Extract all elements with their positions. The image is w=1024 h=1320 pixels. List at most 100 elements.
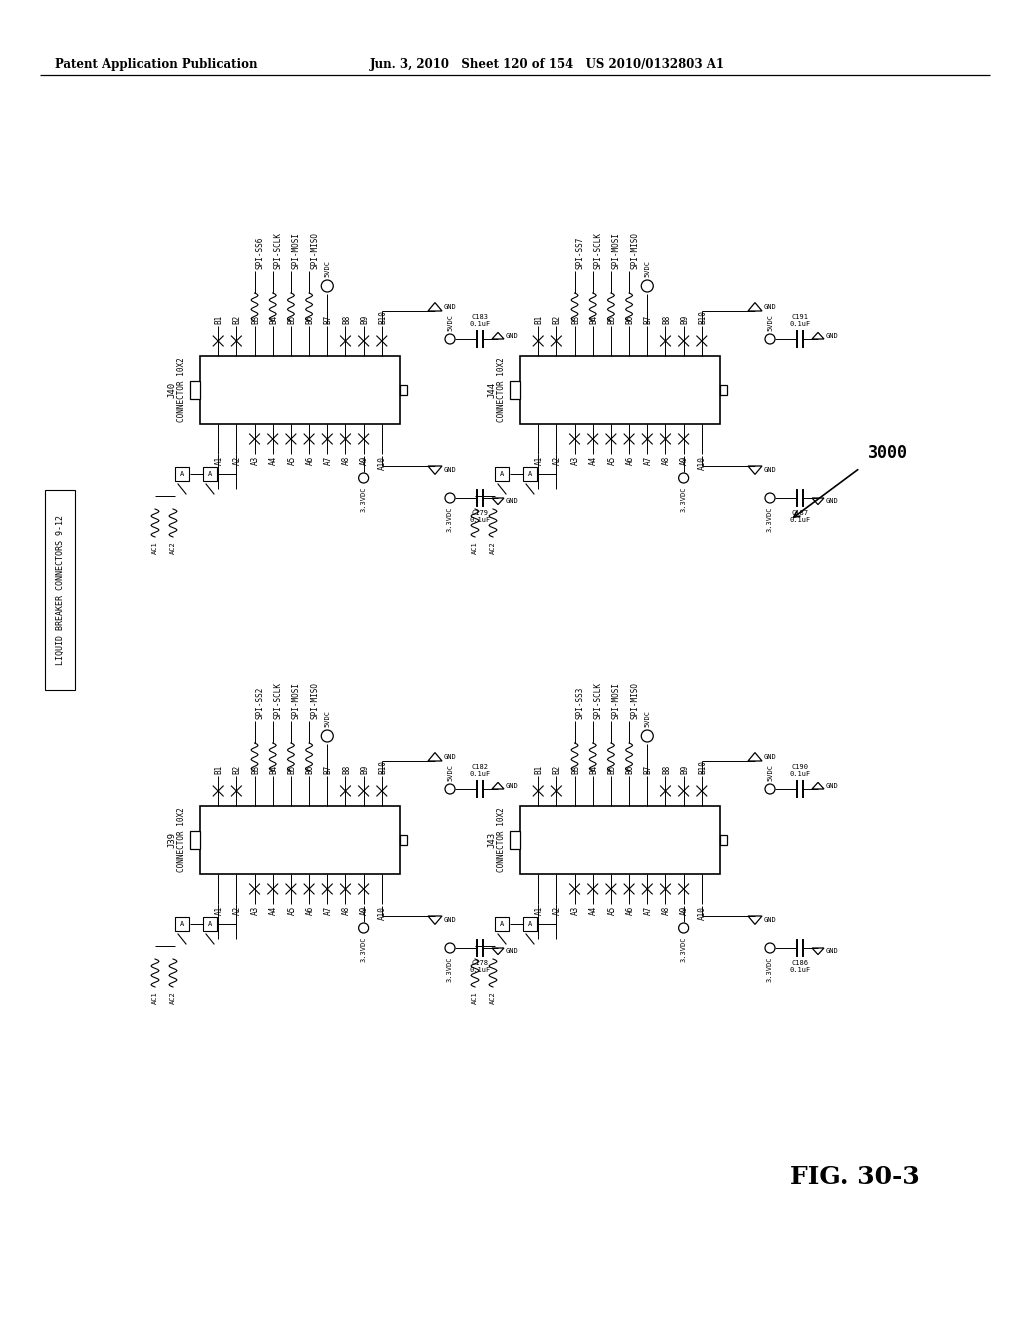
Text: 5VDC: 5VDC (325, 710, 331, 727)
Text: GND: GND (444, 304, 457, 310)
Text: J44: J44 (487, 381, 497, 399)
Text: A10: A10 (378, 455, 387, 470)
Text: GND: GND (506, 948, 519, 954)
Text: 3.3VDC: 3.3VDC (447, 506, 453, 532)
Text: GND: GND (764, 304, 777, 310)
Text: C187
0.1uF: C187 0.1uF (790, 510, 811, 523)
Text: A7: A7 (644, 455, 652, 465)
Text: GND: GND (826, 333, 839, 339)
Text: A1: A1 (215, 906, 223, 915)
Text: A: A (180, 471, 184, 477)
Text: SPI-SCLK: SPI-SCLK (273, 232, 283, 269)
Text: 5VDC: 5VDC (447, 764, 453, 781)
Text: A1: A1 (535, 455, 544, 465)
Text: B4: B4 (589, 314, 598, 323)
Text: B1: B1 (535, 314, 544, 323)
Text: 3.3VDC: 3.3VDC (681, 486, 687, 511)
Text: Patent Application Publication: Patent Application Publication (55, 58, 257, 71)
Text: GND: GND (506, 333, 519, 339)
Text: B10: B10 (698, 310, 708, 323)
Text: SPI-MISO: SPI-MISO (310, 232, 319, 269)
Text: C183
0.1uF: C183 0.1uF (469, 314, 490, 327)
Text: B3: B3 (571, 314, 580, 323)
Text: A10: A10 (378, 906, 387, 920)
Text: 3.3VDC: 3.3VDC (447, 956, 453, 982)
Text: C190
0.1uF: C190 0.1uF (790, 764, 811, 777)
Text: 3000: 3000 (868, 444, 908, 462)
Bar (200, 356, 400, 424)
Bar (720, 834, 727, 845)
Text: A4: A4 (269, 455, 279, 465)
Text: A8: A8 (662, 455, 671, 465)
Text: A5: A5 (607, 455, 616, 465)
Text: GND: GND (506, 498, 519, 504)
Text: B1: B1 (215, 764, 223, 774)
Text: B2: B2 (232, 314, 242, 323)
Text: CONNECTOR 10X2: CONNECTOR 10X2 (498, 808, 507, 873)
Text: A2: A2 (553, 906, 562, 915)
Text: C178
0.1uF: C178 0.1uF (469, 960, 490, 973)
Text: SPI-SS2: SPI-SS2 (256, 686, 264, 719)
Text: A6: A6 (626, 455, 635, 465)
Text: B2: B2 (232, 764, 242, 774)
Text: B8: B8 (342, 764, 351, 774)
Bar (495, 467, 509, 480)
Text: B6: B6 (305, 314, 314, 323)
Text: J39: J39 (168, 832, 176, 847)
Text: SPI-SS6: SPI-SS6 (256, 236, 264, 269)
Text: A3: A3 (571, 906, 580, 915)
Text: B7: B7 (644, 764, 652, 774)
Text: GND: GND (826, 948, 839, 954)
Text: AC1: AC1 (472, 991, 478, 1003)
Text: B7: B7 (324, 764, 333, 774)
Bar (523, 917, 537, 931)
Text: 3.3VDC: 3.3VDC (767, 506, 773, 532)
Text: B1: B1 (215, 314, 223, 323)
Text: B5: B5 (288, 764, 296, 774)
Text: C182
0.1uF: C182 0.1uF (469, 764, 490, 777)
Bar (523, 467, 537, 480)
Text: J43: J43 (487, 832, 497, 847)
Text: A8: A8 (342, 455, 351, 465)
Text: A2: A2 (232, 455, 242, 465)
Text: J40: J40 (168, 381, 176, 399)
Text: A5: A5 (288, 455, 296, 465)
Text: A1: A1 (535, 906, 544, 915)
Text: A2: A2 (553, 455, 562, 465)
Bar (175, 467, 189, 480)
Text: 3.3VDC: 3.3VDC (681, 936, 687, 961)
Text: B6: B6 (626, 764, 635, 774)
Text: B7: B7 (324, 314, 333, 323)
Text: B2: B2 (553, 314, 562, 323)
Text: 5VDC: 5VDC (325, 260, 331, 277)
Text: SPI-MISO: SPI-MISO (630, 682, 639, 719)
Text: A: A (500, 921, 504, 927)
Text: AC1: AC1 (152, 991, 158, 1003)
Text: A6: A6 (626, 906, 635, 915)
Text: B3: B3 (251, 764, 260, 774)
Text: A4: A4 (589, 906, 598, 915)
Text: A: A (528, 921, 532, 927)
Text: B6: B6 (305, 764, 314, 774)
Text: A4: A4 (589, 455, 598, 465)
Text: C186
0.1uF: C186 0.1uF (790, 960, 811, 973)
Text: B3: B3 (571, 764, 580, 774)
Bar (190, 832, 200, 849)
Text: A3: A3 (251, 906, 260, 915)
Text: GND: GND (444, 916, 457, 923)
Text: AC2: AC2 (490, 991, 496, 1003)
Text: A5: A5 (288, 906, 296, 915)
Text: A3: A3 (571, 455, 580, 465)
Text: A9: A9 (680, 455, 689, 465)
Bar (200, 807, 400, 874)
Text: B4: B4 (269, 314, 279, 323)
Text: SPI-MOSI: SPI-MOSI (612, 232, 621, 269)
Text: A: A (180, 921, 184, 927)
Bar (510, 381, 520, 399)
Text: A10: A10 (698, 906, 708, 920)
Bar (203, 467, 217, 480)
Text: A6: A6 (305, 455, 314, 465)
Bar (495, 917, 509, 931)
Text: 5VDC: 5VDC (447, 314, 453, 331)
Text: SPI-MISO: SPI-MISO (630, 232, 639, 269)
